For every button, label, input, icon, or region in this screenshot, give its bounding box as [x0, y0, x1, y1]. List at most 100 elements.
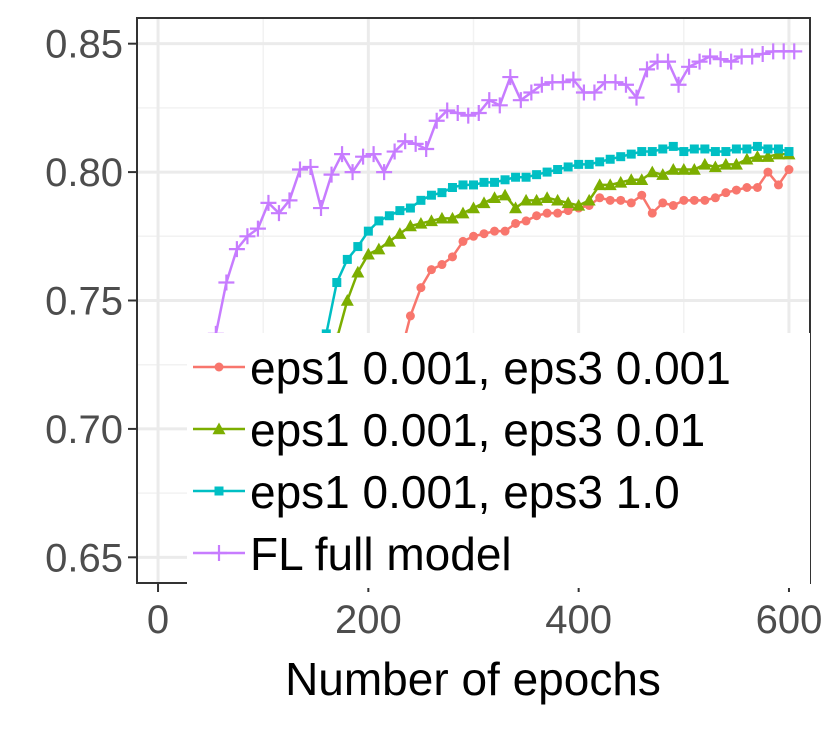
data-point — [386, 143, 403, 160]
data-point — [332, 278, 342, 288]
y-tick-label: 0.70 — [45, 408, 123, 452]
data-point — [467, 201, 480, 214]
data-point — [437, 260, 447, 270]
data-point — [351, 265, 365, 278]
data-point — [637, 147, 647, 157]
data-point — [635, 173, 649, 185]
data-point — [458, 180, 468, 190]
y-tick-label: 0.80 — [45, 151, 123, 195]
data-point — [689, 195, 699, 205]
data-point — [754, 45, 771, 62]
data-point — [291, 161, 308, 178]
data-point — [407, 135, 424, 152]
data-point — [509, 201, 523, 214]
data-point — [445, 211, 459, 224]
data-point — [540, 191, 554, 203]
data-point — [784, 165, 794, 175]
data-point — [763, 144, 773, 154]
data-point — [574, 159, 584, 169]
data-point — [384, 211, 394, 221]
data-point — [424, 214, 438, 227]
data-point — [511, 172, 521, 182]
data-point — [456, 206, 470, 219]
data-point — [342, 254, 352, 264]
data-point — [786, 43, 803, 60]
data-point — [490, 226, 500, 236]
data-point — [723, 53, 740, 70]
data-point — [521, 216, 531, 226]
data-point — [511, 218, 521, 228]
y-tick-label: 0.65 — [45, 536, 123, 580]
data-point — [365, 146, 382, 163]
data-point — [689, 144, 699, 154]
x-tick-label: 400 — [545, 598, 612, 642]
data-point — [666, 163, 680, 175]
data-point — [656, 168, 670, 180]
data-point — [428, 112, 445, 129]
data-point — [363, 226, 373, 236]
data-point — [744, 48, 761, 65]
data-point — [302, 158, 319, 175]
legend-key-marker — [214, 486, 224, 496]
data-point — [481, 92, 498, 109]
data-point — [553, 208, 563, 218]
axes: 0 200 400 600 0.65 0.70 0.75 0.80 0.85 — [45, 23, 822, 642]
data-point — [530, 193, 544, 206]
data-point — [447, 183, 457, 192]
data-point — [700, 195, 710, 205]
data-point — [479, 229, 489, 239]
data-point — [532, 211, 542, 221]
data-point — [500, 226, 510, 236]
data-point — [426, 190, 436, 200]
data-point — [595, 193, 605, 203]
legend-background — [187, 333, 810, 588]
data-point — [729, 157, 743, 170]
data-point — [460, 107, 477, 124]
data-point — [500, 175, 510, 185]
data-point — [742, 183, 752, 192]
data-point — [395, 206, 405, 216]
data-point — [712, 51, 729, 68]
data-point — [418, 140, 435, 157]
data-point — [477, 196, 491, 209]
data-point — [679, 195, 689, 205]
data-point — [698, 157, 712, 170]
data-point — [533, 76, 550, 93]
data-point — [334, 146, 351, 163]
data-point — [532, 170, 542, 180]
legend-label: eps1 0.001, eps3 1.0 — [250, 466, 680, 518]
data-point — [617, 76, 634, 93]
data-point — [490, 177, 500, 187]
data-point — [470, 105, 487, 122]
data-point — [626, 198, 636, 208]
data-point — [239, 228, 256, 245]
data-point — [426, 265, 436, 275]
data-point — [681, 58, 698, 75]
data-point — [742, 144, 752, 154]
data-point — [691, 53, 708, 70]
data-point — [700, 144, 710, 154]
data-point — [660, 53, 677, 70]
data-point — [260, 194, 277, 211]
data-point — [523, 84, 540, 101]
data-point — [491, 97, 508, 114]
data-point — [572, 198, 586, 211]
data-point — [382, 234, 396, 247]
data-point — [551, 193, 565, 206]
data-point — [616, 195, 626, 205]
legend-key-marker — [212, 422, 226, 435]
data-point — [521, 172, 531, 182]
data-point — [488, 191, 502, 203]
data-point — [731, 144, 741, 154]
data-point — [658, 144, 668, 154]
data-point — [593, 178, 607, 191]
data-point — [605, 154, 615, 164]
legend-item-1: eps1 0.001, eps3 0.001 — [193, 342, 731, 394]
data-point — [502, 69, 519, 86]
legend: eps1 0.001, eps3 0.001 eps1 0.001, eps3 0… — [187, 333, 810, 588]
data-point — [752, 141, 762, 151]
data-point — [437, 188, 447, 198]
data-point — [719, 157, 733, 170]
data-point — [752, 183, 762, 192]
legend-label: FL full model — [250, 528, 512, 580]
